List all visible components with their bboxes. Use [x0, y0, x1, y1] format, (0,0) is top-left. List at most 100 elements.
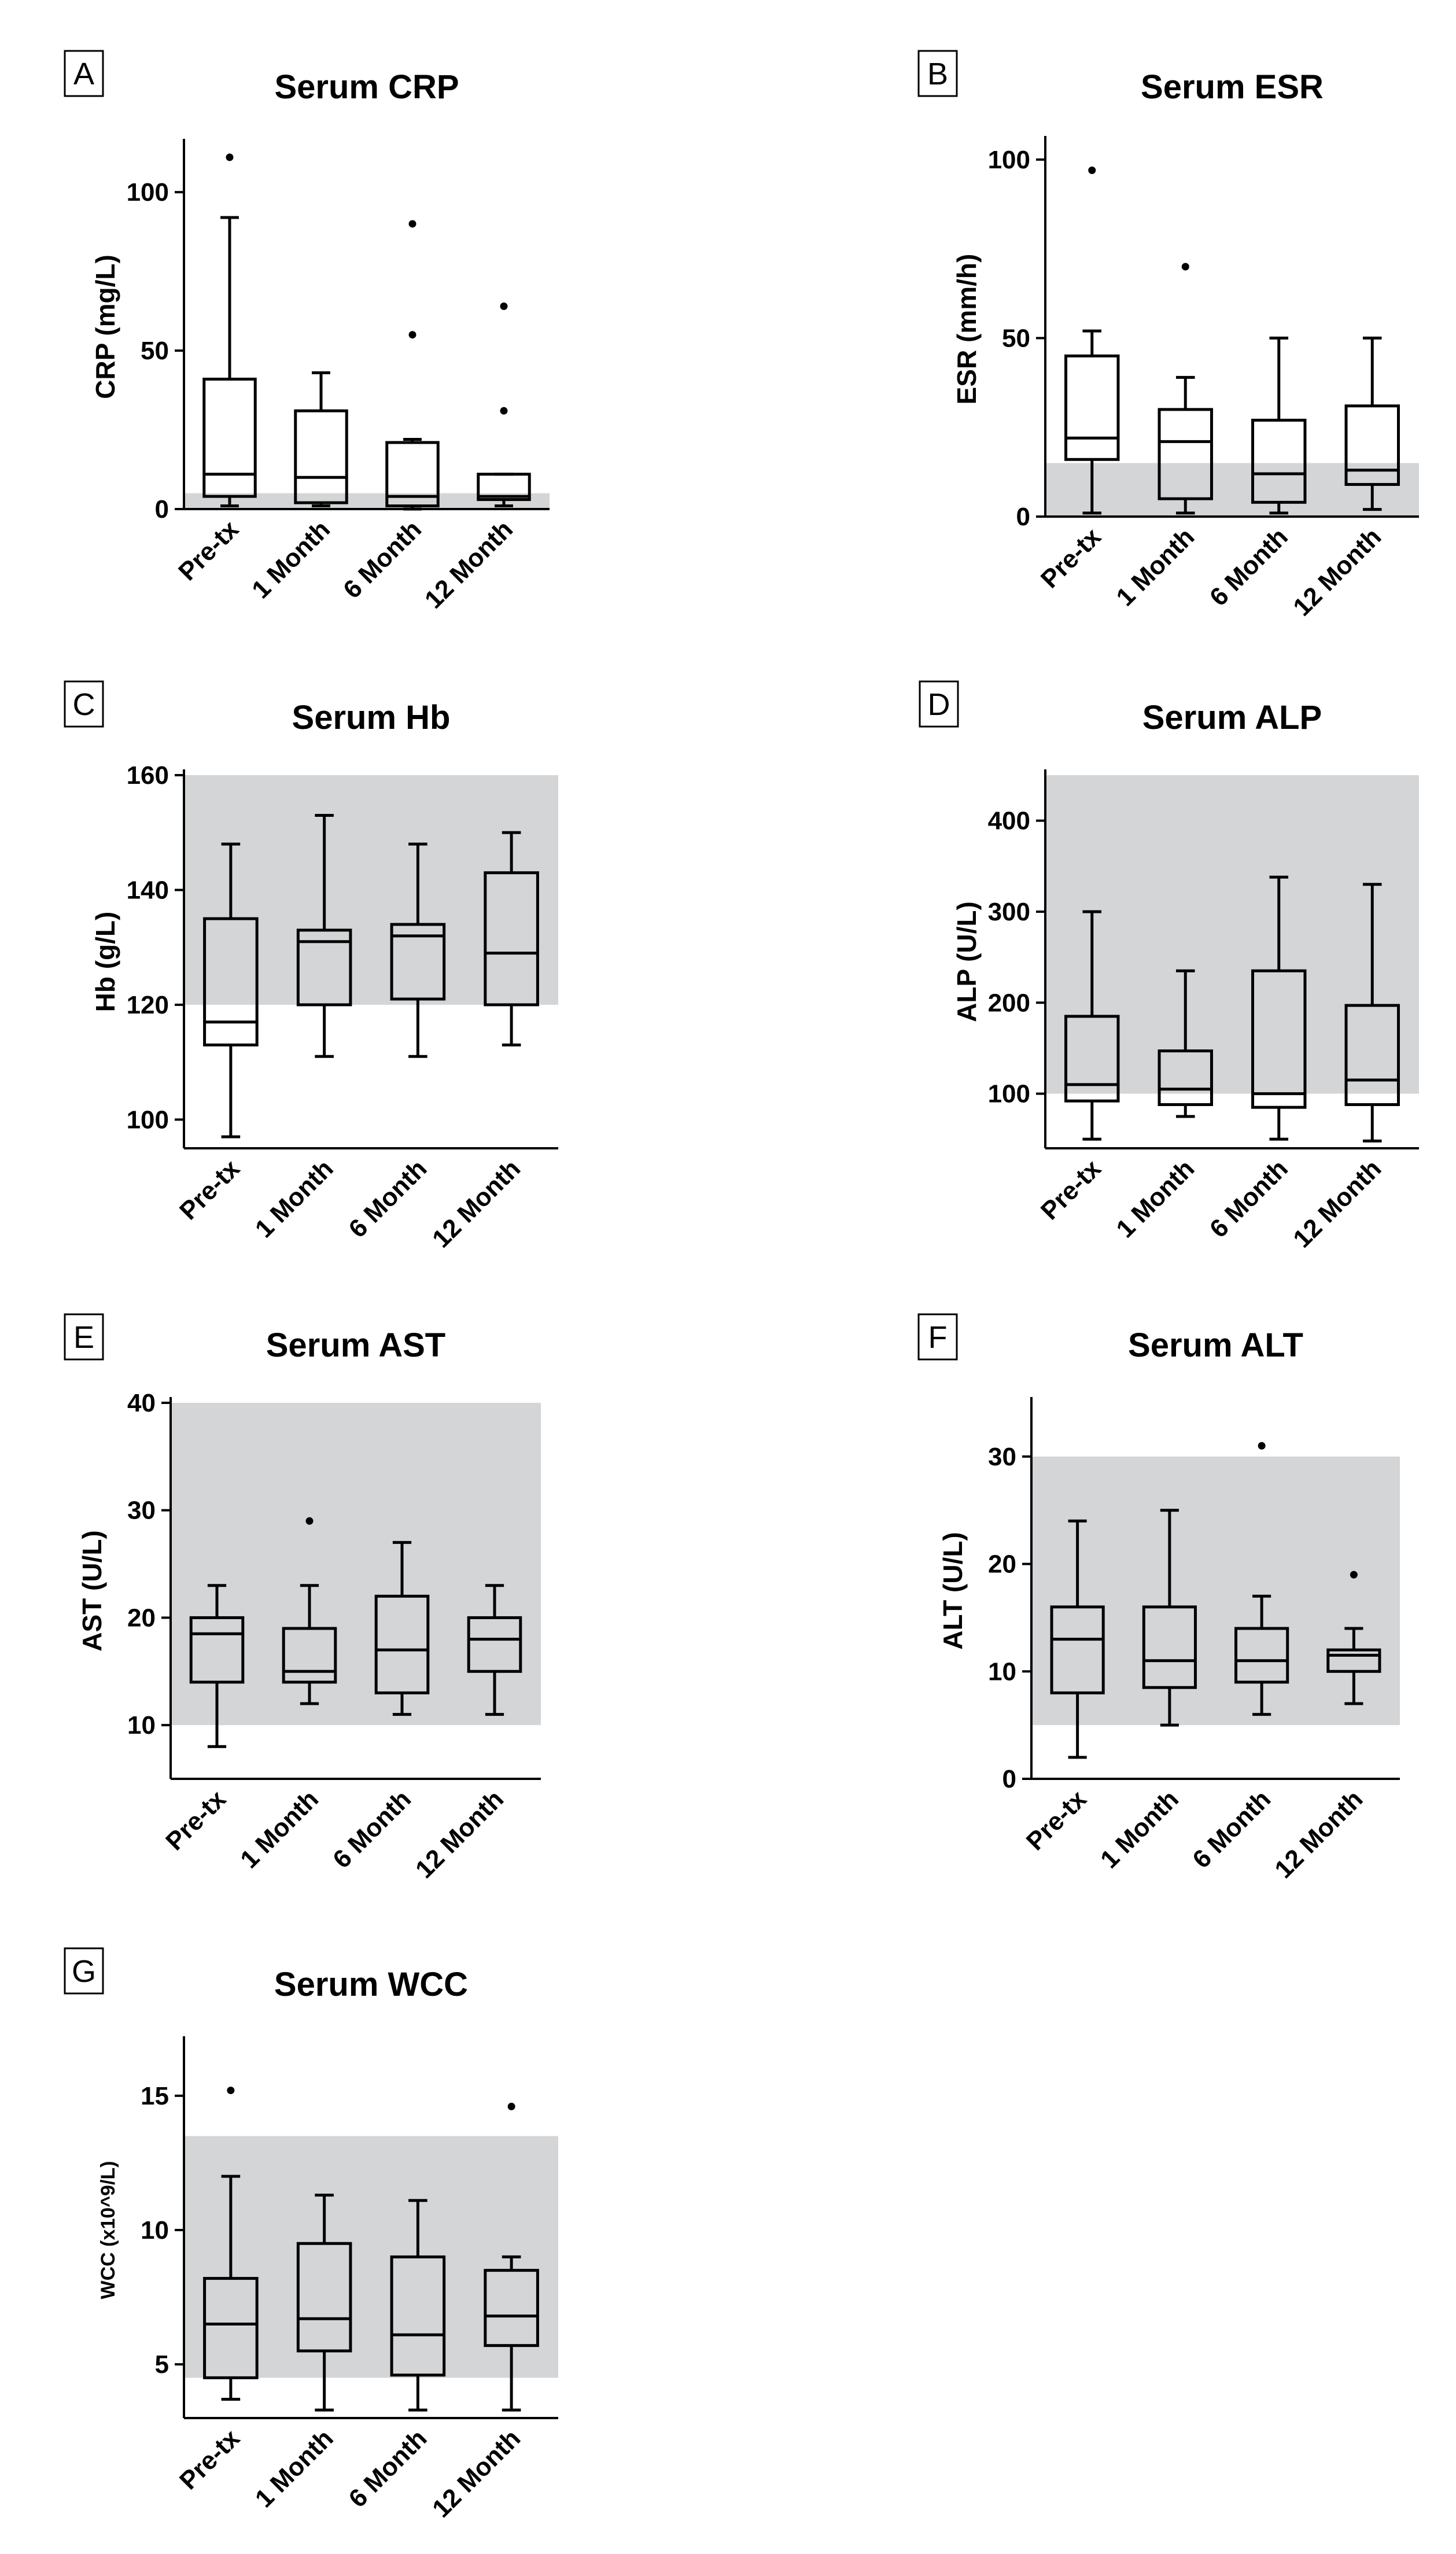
box-4	[1326, 1571, 1381, 1705]
box-4	[484, 831, 539, 1046]
box-1	[1064, 910, 1120, 1141]
box-4	[1344, 336, 1400, 511]
box-4	[1344, 883, 1400, 1143]
panel-g: G Serum WCC 5 10 15 WCC (x10^9/L) Pre-tx 1 Mont…	[64, 1947, 558, 2523]
y-tick-label: 30	[988, 1443, 1016, 1471]
y-tick-label: 100	[127, 178, 169, 207]
y-tick-label: 10	[127, 1711, 156, 1739]
iqr-box	[1326, 1648, 1381, 1673]
outlier-point	[507, 2102, 515, 2110]
panel-letter: F	[928, 1320, 948, 1355]
panel-letter: E	[73, 1320, 94, 1355]
panel-c: C Serum Hb 100 120 140 160 Hb (g/L) Pre-tx 1 Mon…	[64, 680, 558, 1254]
outlier-point	[408, 331, 416, 339]
x-tick-label: Pre-tx	[160, 1785, 231, 1856]
y-tick-label: 0	[1016, 503, 1030, 531]
panel-b: B Serum ESR 0 50 100 ESR (mm/h) Pre-tx 1 Month 6…	[917, 50, 1419, 622]
y-axis-label: ESR (mm/h)	[952, 254, 982, 405]
box-4	[467, 1584, 522, 1716]
y-tick-label: 50	[1002, 324, 1030, 352]
chart-title: Serum ALP	[1142, 699, 1322, 736]
box-4	[477, 302, 531, 508]
reference-range-band	[1045, 463, 1419, 517]
y-tick-label: 100	[988, 1080, 1030, 1108]
y-tick-label: 30	[127, 1497, 156, 1525]
iqr-box	[1064, 1015, 1120, 1103]
box-1	[1050, 1519, 1105, 1759]
chart-title: Serum AST	[266, 1326, 445, 1364]
iqr-box	[1158, 1049, 1213, 1106]
y-tick-label: 5	[155, 2350, 169, 2379]
box-1	[189, 1584, 245, 1748]
x-tick-label: 1 Month	[246, 515, 336, 604]
iqr-box	[1050, 1605, 1105, 1694]
x-tick-label: 12 Month	[419, 515, 518, 614]
y-tick-label: 20	[127, 1604, 156, 1632]
outlier-point	[500, 407, 508, 415]
iqr-box	[296, 928, 352, 1007]
box-3	[1234, 1442, 1289, 1716]
box-2	[1158, 263, 1213, 515]
iqr-box	[282, 1627, 337, 1684]
y-axis-label: WCC (x10^9/L)	[97, 2161, 119, 2299]
panel-e: E Serum AST 10 20 30 40 AST (U/L) Pre-tx 1 Month…	[64, 1313, 541, 1884]
x-tick-label: 1 Month	[235, 1785, 324, 1874]
iqr-box	[296, 2242, 352, 2353]
x-tick-label: 12 Month	[427, 2424, 526, 2523]
panel-letter: G	[72, 1954, 96, 1989]
outlier-point	[1350, 1571, 1358, 1579]
iqr-box	[1142, 1605, 1197, 1689]
x-tick-label: 1 Month	[250, 2424, 339, 2513]
iqr-box	[390, 2255, 446, 2377]
box-1	[202, 153, 257, 508]
iqr-box	[294, 409, 348, 504]
outlier-point	[226, 153, 234, 161]
iqr-box	[202, 377, 257, 498]
box-3	[1251, 336, 1307, 515]
box-1	[1064, 166, 1120, 515]
iqr-box	[477, 473, 531, 502]
box-2	[1142, 1509, 1197, 1727]
x-tick-label: Pre-tx	[1035, 1154, 1107, 1225]
iqr-box	[1344, 1004, 1400, 1106]
x-tick-label: 6 Month	[338, 515, 427, 604]
x-tick-label: 6 Month	[1187, 1785, 1276, 1874]
chart-title: Serum ESR	[1141, 68, 1324, 106]
box-2	[296, 813, 352, 1058]
outlier-point	[1258, 1442, 1266, 1450]
outlier-point	[1088, 166, 1096, 174]
y-tick-label: 10	[141, 2216, 169, 2245]
x-tick-label: 6 Month	[344, 1154, 433, 1243]
reference-range-band	[171, 1403, 541, 1726]
panel-letter-box	[917, 1313, 958, 1361]
reference-range-band	[1031, 1456, 1400, 1726]
panel-letter: C	[73, 687, 95, 722]
chart-title: Serum Hb	[292, 699, 451, 736]
panel-letter-box	[64, 1947, 104, 1995]
iqr-box	[467, 1616, 522, 1673]
x-tick-label: Pre-tx	[1035, 522, 1107, 594]
box-3	[385, 220, 440, 511]
y-tick-label: 100	[127, 1105, 169, 1134]
box-2	[296, 2194, 352, 2412]
y-tick-label: 40	[127, 1389, 156, 1417]
outlier-point	[1181, 263, 1189, 271]
x-tick-label: 1 Month	[1111, 522, 1200, 611]
box-2	[1158, 969, 1213, 1118]
box-3	[390, 842, 446, 1058]
iqr-box	[385, 441, 440, 508]
iqr-box	[1344, 404, 1400, 486]
y-tick-label: 50	[141, 337, 169, 365]
panel-letter-box	[64, 1313, 104, 1361]
iqr-box	[1158, 408, 1213, 500]
x-tick-label: 1 Month	[1111, 1154, 1200, 1243]
panel-letter: B	[927, 57, 948, 91]
iqr-box	[390, 923, 446, 1001]
iqr-box	[484, 871, 539, 1007]
x-tick-label: 12 Month	[427, 1154, 526, 1253]
iqr-box	[203, 917, 259, 1046]
box-3	[1251, 875, 1307, 1141]
panel-d: D Serum ALP 100 200 300 400 ALP (U/L) Pre-tx 1 M…	[919, 680, 1419, 1254]
y-axis-label: ALT (U/L)	[938, 1532, 968, 1650]
